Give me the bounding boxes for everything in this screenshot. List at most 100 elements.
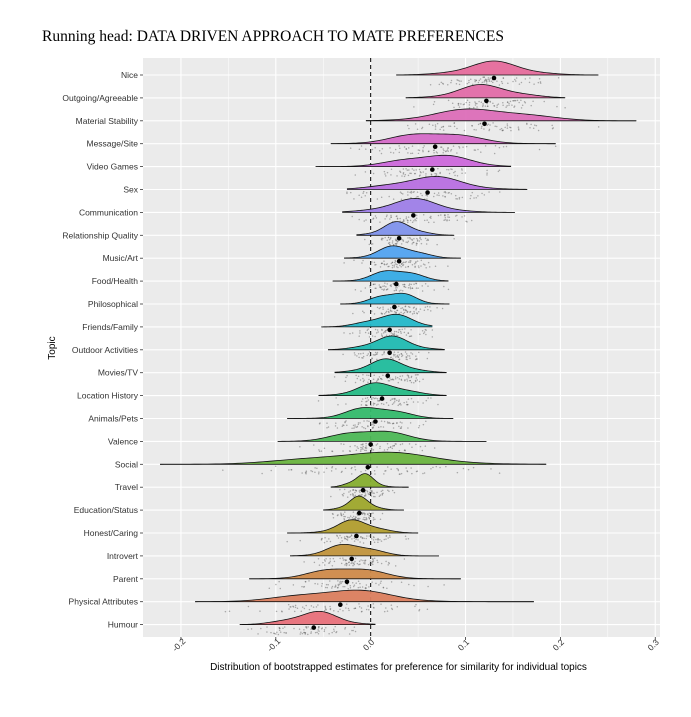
raw-point	[425, 267, 427, 269]
raw-point	[279, 631, 282, 633]
raw-point	[305, 626, 307, 628]
raw-point	[447, 288, 450, 291]
raw-point	[461, 172, 463, 175]
raw-point	[483, 76, 485, 78]
raw-point	[457, 102, 460, 105]
raw-point	[416, 260, 419, 262]
raw-point	[351, 215, 353, 218]
raw-point	[349, 515, 352, 517]
raw-point	[355, 582, 357, 584]
raw-point	[370, 404, 372, 407]
raw-point	[358, 517, 361, 520]
raw-point	[376, 443, 379, 445]
raw-point	[373, 261, 376, 264]
raw-point	[370, 538, 373, 540]
mean-point	[396, 236, 402, 241]
raw-point	[426, 195, 429, 197]
raw-point	[382, 285, 384, 288]
raw-point	[377, 403, 379, 405]
raw-point	[486, 169, 488, 172]
raw-point	[373, 541, 376, 544]
density-cloud	[396, 61, 599, 75]
raw-point	[303, 607, 306, 610]
raw-point	[414, 605, 416, 608]
raw-point	[371, 335, 374, 337]
raw-point	[363, 220, 365, 222]
raw-point	[345, 562, 347, 564]
topic-row	[405, 84, 566, 109]
raw-point	[364, 469, 367, 472]
raw-point	[342, 513, 345, 516]
y-tick-label: Video Games	[87, 162, 138, 172]
density-cloud	[239, 611, 376, 625]
raw-point	[365, 518, 368, 521]
raw-point	[352, 562, 354, 565]
raw-point	[366, 420, 368, 422]
raw-point	[337, 580, 339, 582]
raw-point	[398, 312, 400, 315]
raw-point	[381, 489, 384, 492]
raw-point	[379, 266, 382, 268]
raw-point	[420, 242, 423, 245]
raw-point	[360, 443, 363, 446]
raw-point	[422, 472, 424, 475]
raw-point	[385, 538, 387, 540]
y-tick-label: Message/Site	[87, 139, 139, 149]
raw-point	[364, 331, 367, 334]
raw-point	[523, 100, 526, 103]
raw-point	[409, 219, 412, 222]
raw-point	[441, 307, 444, 310]
raw-point	[436, 152, 439, 154]
raw-point	[454, 174, 456, 177]
raw-point	[386, 443, 389, 445]
raw-point	[513, 106, 515, 108]
raw-point	[382, 426, 385, 428]
raw-point	[407, 237, 409, 239]
raw-point	[389, 309, 392, 311]
raw-point	[489, 101, 492, 103]
density-outline	[356, 221, 455, 236]
raw-point	[286, 540, 288, 543]
raw-point	[433, 152, 435, 154]
raw-point	[353, 584, 356, 586]
raw-point	[444, 219, 446, 221]
raw-point	[418, 610, 420, 612]
raw-point	[363, 495, 366, 497]
topic-row	[315, 154, 512, 178]
raw-point	[504, 126, 506, 129]
raw-point	[554, 145, 557, 147]
raw-point	[377, 541, 379, 544]
raw-point	[313, 561, 316, 564]
raw-point	[395, 215, 398, 218]
raw-point	[318, 564, 321, 566]
raw-point	[358, 148, 361, 150]
mean-point	[311, 625, 317, 630]
raw-point	[407, 124, 409, 127]
raw-point	[343, 332, 345, 334]
raw-point	[405, 148, 408, 150]
raw-point	[310, 628, 312, 630]
raw-point	[382, 308, 384, 310]
raw-point	[404, 305, 407, 307]
raw-point	[392, 353, 395, 356]
raw-point	[404, 305, 407, 308]
raw-point	[298, 628, 301, 630]
raw-point	[339, 608, 341, 611]
raw-point	[384, 218, 386, 220]
raw-point	[266, 631, 268, 633]
y-tick-label: Honest/Caring	[84, 528, 139, 538]
raw-point	[343, 519, 346, 521]
raw-point	[424, 445, 427, 447]
mean-point	[396, 258, 402, 264]
raw-point	[413, 310, 415, 313]
mean-point	[373, 419, 378, 424]
raw-point	[392, 445, 394, 447]
topic-row	[317, 382, 447, 407]
raw-point	[381, 512, 384, 515]
topic-row	[343, 245, 461, 269]
raw-point	[351, 538, 353, 540]
raw-point	[301, 585, 303, 588]
raw-point	[399, 330, 402, 333]
raw-point	[506, 104, 508, 107]
raw-point	[330, 470, 333, 472]
